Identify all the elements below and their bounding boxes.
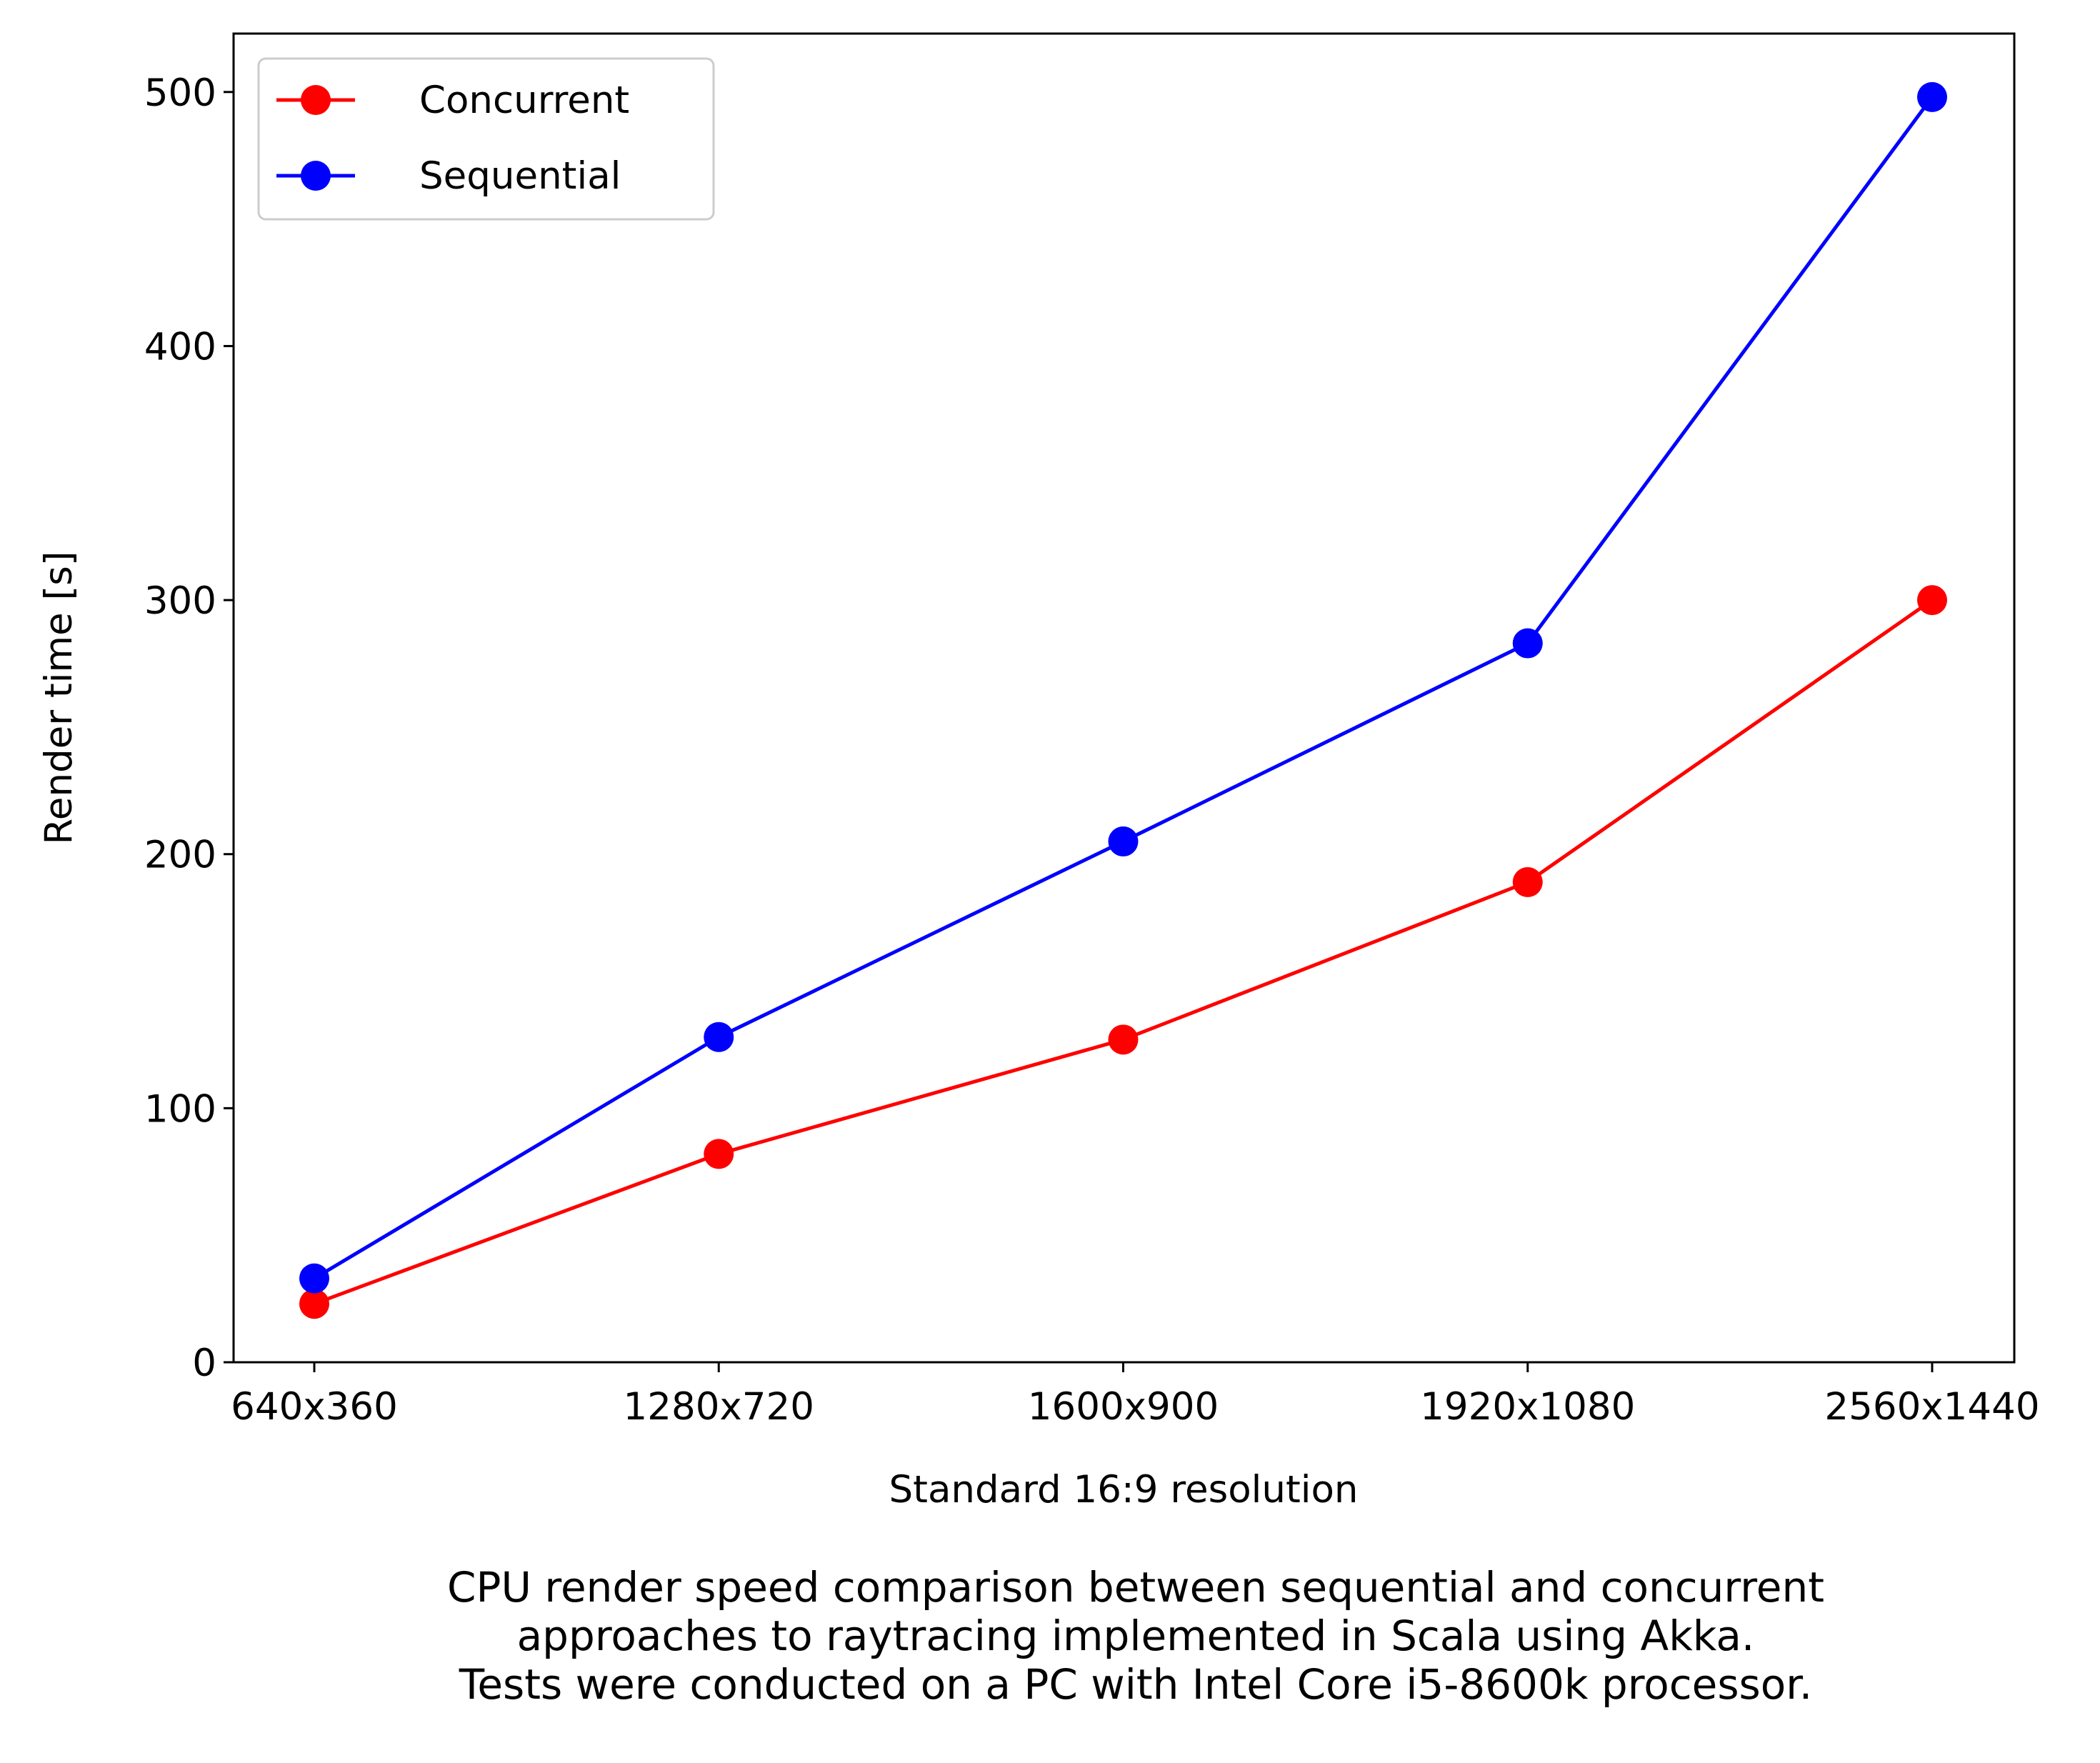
y-axis-label: Render time [s] [37,551,81,844]
legend-box [257,57,715,221]
x-tick-label: 640x360 [231,1385,398,1429]
x-tick-label: 1600x900 [1028,1385,1219,1429]
legend-label-sequential: Sequential [419,154,621,198]
y-tick-label: 0 [192,1342,216,1385]
data-point-sequential [1512,628,1543,659]
y-axis: 0 100 200 300 400 500 [144,71,234,1385]
y-tick-label: 500 [144,71,216,115]
data-point-concurrent [299,1289,329,1319]
x-tick-label: 2560x1440 [1824,1385,2039,1429]
legend-marker-sequential [301,161,331,191]
data-point-sequential [1108,826,1139,856]
data-point-sequential [704,1022,734,1052]
x-tick-label: 1920x1080 [1420,1385,1635,1429]
legend-label-concurrent: Concurrent [419,79,629,122]
legend-marker-concurrent [301,85,331,115]
data-point-concurrent [1917,585,1947,616]
data-point-sequential [1917,81,1947,112]
x-axis: 640x360 1280x720 1600x900 1920x1080 2560x144… [231,1362,2040,1429]
y-tick-label: 300 [144,579,216,623]
y-tick-label: 200 [144,834,216,877]
data-point-concurrent [1108,1024,1139,1055]
x-axis-label: Standard 16:9 resolution [889,1468,1359,1512]
data-point-concurrent [1512,866,1543,897]
y-tick-label: 100 [144,1087,216,1131]
x-tick-label: 1280x720 [624,1385,814,1429]
series-layer [299,81,1947,1319]
data-point-sequential [299,1263,329,1294]
legend: Concurrent Sequential [257,57,715,221]
data-point-concurrent [704,1139,734,1169]
figure-caption: CPU render speed comparison between sequ… [447,1563,1824,1709]
plot-area [234,34,2014,1362]
y-tick-label: 400 [144,325,216,369]
